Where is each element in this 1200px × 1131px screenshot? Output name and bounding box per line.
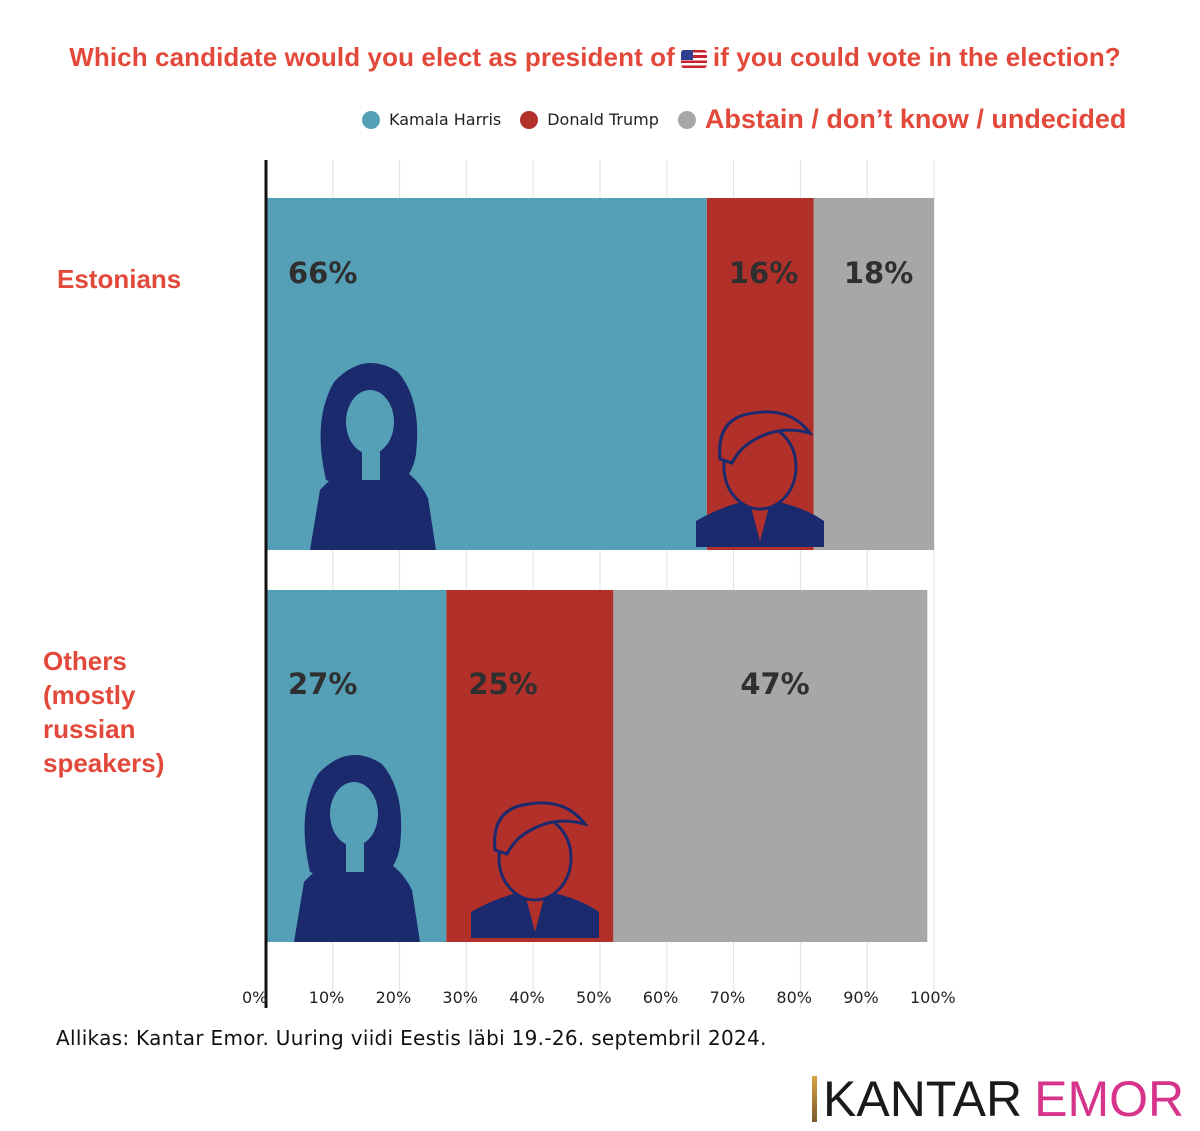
trump-portrait-icon <box>696 410 824 547</box>
data-label: 66% <box>288 256 357 290</box>
brand-mark-icon <box>812 1076 817 1122</box>
x-tick-label: 0% <box>242 988 267 1007</box>
legend-label: Abstain / don’t know / undecided <box>704 104 1127 134</box>
legend-label: Kamala Harris <box>389 110 502 129</box>
legend-item: Kamala Harris <box>362 110 501 129</box>
x-tick-label: 70% <box>710 988 746 1007</box>
legend-swatch <box>520 110 539 129</box>
x-tick-label: 40% <box>509 988 545 1007</box>
x-tick-label: 20% <box>376 988 412 1007</box>
brand-name-part2: EMOR <box>1034 1071 1185 1127</box>
legend-swatch <box>362 110 380 129</box>
legend-item: Donald Trump <box>520 110 659 129</box>
data-label: 18% <box>844 256 913 290</box>
x-tick-label: 90% <box>843 988 879 1007</box>
x-tick-label: 60% <box>643 988 679 1007</box>
harris-portrait-icon <box>310 363 436 550</box>
bar-segment <box>813 198 934 550</box>
x-tick-label: 100% <box>910 988 956 1007</box>
title-text-before: Which candidate would you elect as presi… <box>69 42 675 72</box>
bar-segment <box>613 590 928 942</box>
x-tick-label: 10% <box>309 988 345 1007</box>
data-label: 27% <box>288 667 357 701</box>
source-note: Allikas: Kantar Emor. Uuring viidi Eesti… <box>56 1026 767 1050</box>
legend-item: Abstain / don’t know / undecided <box>677 104 1127 135</box>
data-label: 25% <box>468 667 537 701</box>
brand-name-part1: KANTAR <box>823 1071 1023 1127</box>
x-tick-label: 50% <box>576 988 612 1007</box>
harris-portrait-icon <box>294 755 420 942</box>
brand-logo: KANTAR EMOR <box>812 1070 1184 1128</box>
trump-portrait-icon <box>471 801 599 938</box>
title-text-after: if you could vote in the election? <box>712 42 1121 72</box>
x-tick-label: 80% <box>776 988 812 1007</box>
us-flag-icon <box>680 50 707 68</box>
chart-title: Which candidate would you elect as presi… <box>0 42 1190 73</box>
data-label: 47% <box>740 667 809 701</box>
category-label: Others (mostly russian speakers) <box>43 646 165 778</box>
legend: Kamala Harris Donald Trump Abstain / don’t… <box>362 104 1145 135</box>
legend-label: Donald Trump <box>547 110 659 129</box>
category-label: Estonians <box>57 264 182 294</box>
x-tick-label: 30% <box>442 988 478 1007</box>
legend-swatch <box>677 110 696 129</box>
data-label: 16% <box>729 256 798 290</box>
